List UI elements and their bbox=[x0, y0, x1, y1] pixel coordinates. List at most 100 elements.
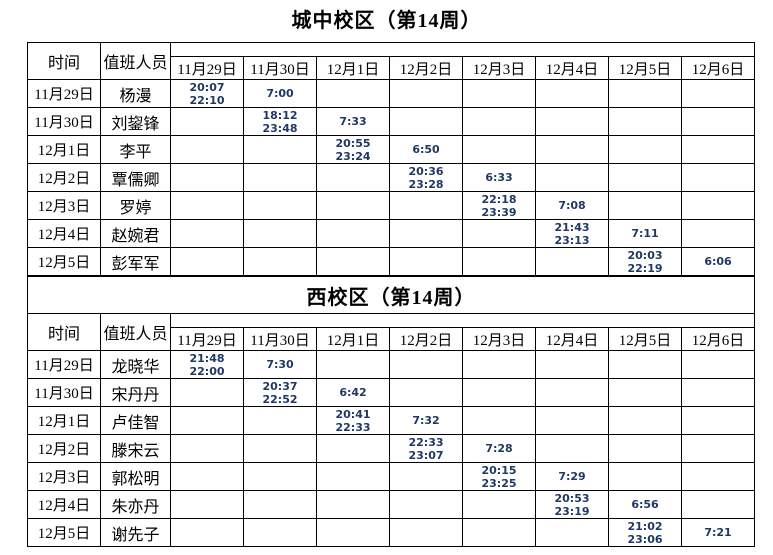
row-date-label: 12月2日 bbox=[27, 163, 101, 192]
duty-time-cell: 6:06 bbox=[681, 247, 755, 276]
duty-time: 22:00 bbox=[189, 364, 225, 378]
duty-time-cell: 20:53 23:19 bbox=[535, 490, 609, 519]
duty-time-cell bbox=[389, 518, 463, 547]
duty-time-cell bbox=[243, 518, 317, 547]
duty-time: 21:02 bbox=[627, 519, 663, 533]
duty-time: 23:25 bbox=[481, 476, 517, 490]
duty-time: 20:36 bbox=[408, 164, 444, 178]
duty-time-cell bbox=[462, 490, 536, 519]
row-date-label: 12月4日 bbox=[27, 219, 101, 248]
duty-time: 22:33 bbox=[408, 435, 444, 449]
duty-time-cell bbox=[243, 490, 317, 519]
roster-row: 11月30日 宋丹丹 20:37 22:52 6:42 bbox=[27, 378, 755, 407]
row-date-label: 12月3日 bbox=[27, 462, 101, 491]
duty-time: 23:07 bbox=[408, 448, 444, 462]
duty-time-cell bbox=[316, 219, 390, 248]
duty-time-cell: 6:56 bbox=[608, 490, 682, 519]
duty-time-cell: 7:30 bbox=[243, 350, 317, 379]
row-date-label: 12月3日 bbox=[27, 191, 101, 220]
staff-name: 刘鋆锋 bbox=[100, 107, 171, 136]
duty-time-cell bbox=[681, 163, 755, 192]
roster-row: 12月3日 郭松明 20:15 23:25 7:29 bbox=[27, 462, 755, 491]
duty-time-cell: 6:42 bbox=[316, 378, 390, 407]
duty-time-cell bbox=[462, 219, 536, 248]
duty-time-cell: 21:02 23:06 bbox=[608, 518, 682, 547]
duty-time-cell bbox=[243, 135, 317, 164]
duty-time-cell bbox=[316, 434, 390, 463]
staff-name: 龙晓华 bbox=[100, 350, 171, 379]
duty-time-cell bbox=[608, 135, 682, 164]
duty-time-cell bbox=[535, 107, 609, 136]
roster-row: 12月4日 赵婉君 21:43 23:13 7:11 bbox=[27, 219, 755, 248]
duty-time-cell: 22:18 23:39 bbox=[462, 191, 536, 220]
duty-time-cell: 6:50 bbox=[389, 135, 463, 164]
duty-time-cell bbox=[535, 406, 609, 435]
duty-time-cell: 20:55 23:24 bbox=[316, 135, 390, 164]
duty-time: 6:56 bbox=[631, 498, 659, 511]
duty-time-cell bbox=[608, 378, 682, 407]
staff-name: 卢佳智 bbox=[100, 406, 171, 435]
duty-time-cell bbox=[243, 219, 317, 248]
duty-time: 7:32 bbox=[412, 414, 440, 427]
duty-time-cell bbox=[535, 163, 609, 192]
roster-row: 12月3日 罗婷 22:18 23:39 7:08 bbox=[27, 191, 755, 220]
header-row-top: 时间 值班人员 bbox=[27, 313, 755, 351]
duty-time: 23:19 bbox=[554, 504, 590, 518]
duty-time: 21:43 bbox=[554, 220, 590, 234]
duty-time-cell bbox=[316, 79, 390, 108]
duty-time: 22:18 bbox=[481, 192, 517, 206]
duty-time-cell bbox=[389, 191, 463, 220]
duty-time: 20:53 bbox=[554, 491, 590, 505]
duty-time-cell bbox=[608, 406, 682, 435]
duty-time-cell bbox=[170, 163, 244, 192]
staff-name: 罗婷 bbox=[100, 191, 171, 220]
duty-time-cell bbox=[170, 490, 244, 519]
duty-time: 7:30 bbox=[266, 358, 294, 371]
roster-row: 12月2日 滕宋云 22:33 23:07 7:28 bbox=[27, 434, 755, 463]
duty-time-cell bbox=[462, 135, 536, 164]
duty-time: 20:41 bbox=[335, 407, 371, 421]
duty-time-cell bbox=[535, 434, 609, 463]
date-column-header: 12月6日 bbox=[681, 56, 755, 80]
duty-time-cell: 22:33 23:07 bbox=[389, 434, 463, 463]
duty-time: 7:29 bbox=[558, 470, 586, 483]
duty-time-cell: 7:11 bbox=[608, 219, 682, 248]
staff-name: 覃儒卿 bbox=[100, 163, 171, 192]
duty-time-cell bbox=[608, 462, 682, 491]
time-column-header: 时间 bbox=[27, 313, 101, 351]
duty-time: 7:21 bbox=[704, 526, 732, 539]
row-date-label: 11月29日 bbox=[27, 79, 101, 108]
duty-time-cell bbox=[389, 350, 463, 379]
header-row-dates: 11月29日 11月30日 12月1日 12月2日 12月3日 12月4日 12月5日 12月… bbox=[28, 327, 755, 351]
duty-time: 23:13 bbox=[554, 233, 590, 247]
duty-time-cell bbox=[535, 135, 609, 164]
row-date-label: 12月2日 bbox=[27, 434, 101, 463]
duty-time-cell bbox=[243, 406, 317, 435]
roster-row: 12月1日 李平 20:55 23:24 6:50 bbox=[27, 135, 755, 164]
duty-time-cell bbox=[608, 79, 682, 108]
date-column-header: 12月2日 bbox=[389, 327, 463, 351]
duty-time-cell bbox=[535, 247, 609, 276]
duty-time-cell bbox=[170, 107, 244, 136]
duty-time-cell bbox=[681, 490, 755, 519]
duty-time-cell bbox=[608, 434, 682, 463]
roster-row: 12月5日 谢先子 21:02 23:06 7:21 bbox=[27, 518, 755, 547]
row-date-label: 11月29日 bbox=[27, 350, 101, 379]
duty-time-cell: 20:03 22:19 bbox=[608, 247, 682, 276]
duty-time-cell bbox=[535, 518, 609, 547]
staff-column-header: 值班人员 bbox=[100, 313, 171, 351]
duty-time-cell: 20:36 23:28 bbox=[389, 163, 463, 192]
duty-time-cell bbox=[243, 462, 317, 491]
duty-time-cell bbox=[389, 378, 463, 407]
duty-time-cell bbox=[316, 518, 390, 547]
row-date-label: 12月1日 bbox=[27, 406, 101, 435]
dates-spacer-cell bbox=[170, 313, 755, 328]
duty-time-cell bbox=[681, 79, 755, 108]
duty-time-cell: 21:43 23:13 bbox=[535, 219, 609, 248]
row-date-label: 12月1日 bbox=[27, 135, 101, 164]
duty-time: 23:06 bbox=[627, 532, 663, 546]
duty-time-cell: 7:21 bbox=[681, 518, 755, 547]
date-column-header: 12月5日 bbox=[608, 56, 682, 80]
row-date-label: 11月30日 bbox=[27, 378, 101, 407]
duty-time-cell bbox=[608, 163, 682, 192]
